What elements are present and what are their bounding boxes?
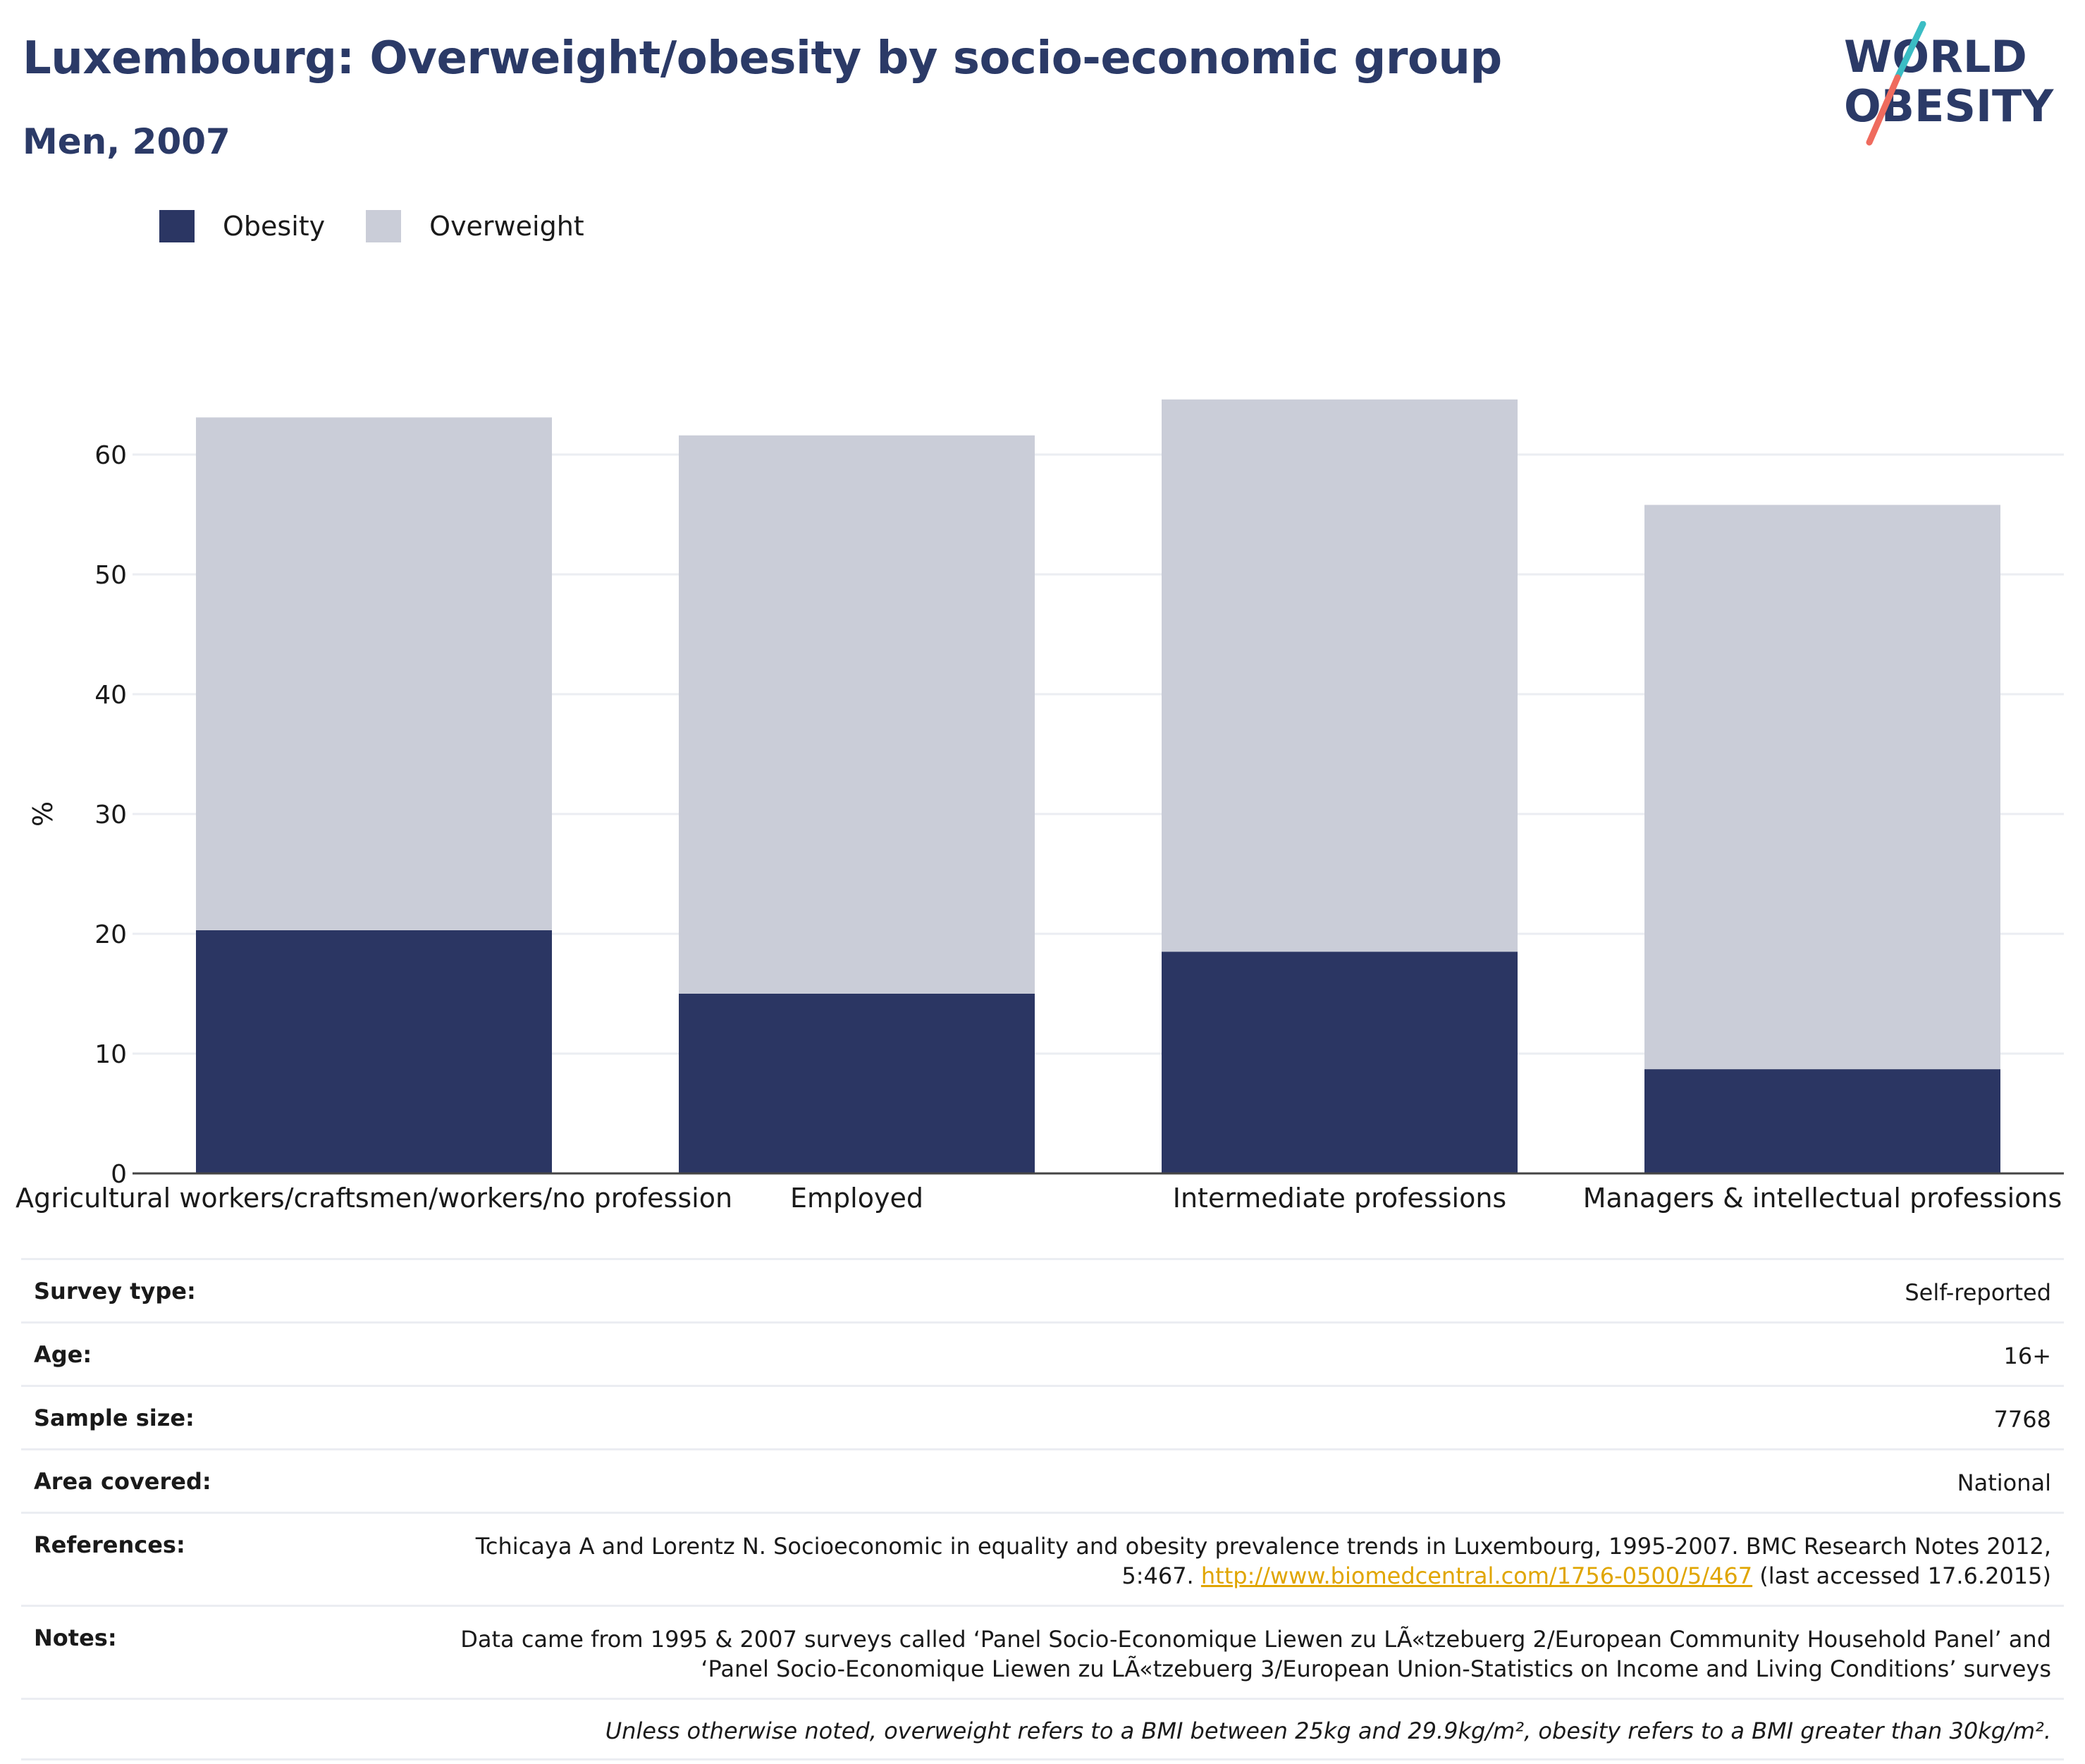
info-row-survey-type: Survey type: Self-reported [21,1258,2064,1321]
info-label: Sample size: [34,1405,195,1431]
logo-line1: WORLD [1844,31,2027,82]
survey-info-table: Survey type: Self-reported Age: 16+ Samp… [21,1258,2064,1760]
x-tick-label: Agricultural workers/craftsmen/workers/n… [16,1183,732,1214]
info-label: Age: [34,1341,92,1368]
info-value: Self-reported [1905,1279,2051,1306]
info-row-notes: Notes: Data came from 1995 & 2007 survey… [21,1605,2064,1698]
references-accessed: (last accessed 17.6.2015) [1752,1562,2051,1589]
legend-item-obesity[interactable]: Obesity [159,210,325,242]
bar-obesity[interactable] [1162,951,1518,1174]
y-tick-label: 60 [94,441,127,470]
stacked-bar-chart: 0 10 20 30 40 50 60% Agricultural workers/craft… [16,399,2064,1214]
info-label: Notes: [34,1624,117,1651]
info-row-sample-size: Sample size: 7768 [21,1385,2064,1448]
x-tick-label: Managers & intellectual professions [1583,1183,2062,1214]
notes-value: Data came from 1995 & 2007 surveys calle… [460,1626,2051,1682]
info-row-area-covered: Area covered: National [21,1448,2064,1512]
legend-swatch-overweight [366,210,402,242]
legend-swatch-obesity [159,210,195,242]
info-row-references: References: Tchicaya A and Lorentz N. So… [21,1512,2064,1605]
chart-subtitle: Men, 2007 [23,121,230,162]
world-obesity-logo: WORLD OBESITY [1844,21,2054,146]
y-tick-label: 10 [94,1040,127,1069]
bar-overweight[interactable] [1162,399,1518,952]
y-tick-label: 50 [94,561,127,590]
bar-overweight[interactable] [679,435,1035,994]
y-tick-label: 30 [94,801,127,829]
bar-overweight[interactable] [1644,505,2000,1070]
references-link[interactable]: http://www.biomedcentral.com/1756-0500/5… [1200,1562,1753,1589]
bmi-footnote: Unless otherwise noted, overweight refer… [21,1698,2064,1760]
info-value: National [1957,1469,2051,1496]
bar-obesity[interactable] [1644,1069,2000,1173]
legend: Obesity Overweight [159,210,625,242]
bar-obesity[interactable] [196,930,552,1173]
chart-title: Luxembourg: Overweight/obesity by socio-… [23,32,1502,85]
info-value: 16+ [2003,1343,2051,1369]
info-value: 7768 [1993,1406,2051,1433]
y-tick-label: 20 [94,920,127,949]
bar-overweight[interactable] [196,417,552,930]
y-tick-label: 40 [94,681,127,710]
y-tick-label: 0 [111,1160,127,1189]
references-text: Tchicaya A and Lorentz N. Socioeconomic … [475,1533,2051,1589]
legend-item-overweight[interactable]: Overweight [366,210,584,242]
x-tick-label: Intermediate professions [1173,1183,1506,1214]
x-tick-label: Employed [790,1183,923,1214]
info-label: Survey type: [34,1278,196,1305]
bar-obesity[interactable] [679,994,1035,1173]
info-row-age: Age: 16+ [21,1321,2064,1385]
y-axis-label: % [27,801,59,827]
info-label: Area covered: [34,1468,211,1495]
legend-label-overweight: Overweight [429,211,584,242]
info-label: References: [34,1531,185,1558]
references-value: Tchicaya A and Lorentz N. Socioeconomic … [457,1531,2051,1591]
legend-label-obesity: Obesity [223,211,326,242]
